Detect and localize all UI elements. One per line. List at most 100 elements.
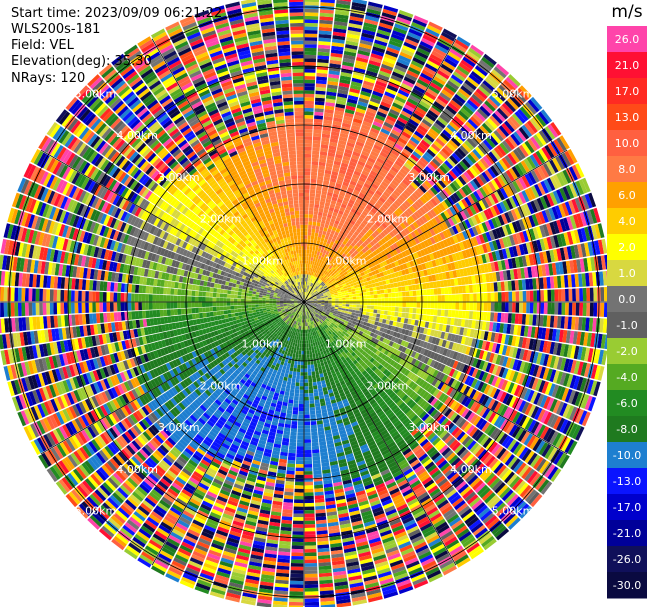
- velocity-gate: [439, 92, 451, 102]
- velocity-gate: [380, 293, 385, 298]
- velocity-gate: [304, 51, 317, 56]
- velocity-gate: [352, 293, 357, 297]
- velocity-gate: [349, 131, 359, 138]
- velocity-gate: [366, 291, 371, 296]
- velocity-gate: [385, 50, 399, 58]
- velocity-gate: [342, 57, 355, 64]
- velocity-gate: [365, 110, 376, 118]
- velocity-gate: [341, 248, 346, 253]
- velocity-gate: [413, 15, 429, 25]
- velocity-gate: [440, 63, 454, 74]
- velocity-gate: [408, 94, 420, 103]
- velocity-gate: [388, 297, 392, 302]
- velocity-gate: [343, 152, 352, 158]
- velocity-gate: [514, 90, 527, 103]
- velocity-gate: [493, 89, 506, 102]
- velocity-gate: [382, 145, 392, 153]
- velocity-gate: [331, 298, 336, 301]
- velocity-gate: [454, 150, 464, 160]
- velocity-gate: [390, 74, 403, 83]
- velocity-gate: [386, 84, 399, 93]
- velocity-gate: [323, 116, 333, 121]
- velocity-gate: [399, 51, 413, 60]
- velocity-gate: [318, 41, 331, 46]
- velocity-gate: [413, 296, 417, 302]
- velocity-gate: [342, 119, 352, 125]
- velocity-gate: [456, 65, 470, 76]
- velocity-gate: [349, 219, 356, 226]
- velocity-gate: [461, 310, 466, 319]
- velocity-gate: [354, 63, 367, 70]
- velocity-gate: [338, 139, 347, 146]
- velocity-gate: [396, 197, 404, 205]
- velocity-gate: [311, 171, 318, 176]
- velocity-gate: [367, 298, 371, 302]
- velocity-gate: [377, 298, 382, 302]
- velocity-gate: [311, 374, 316, 379]
- velocity-gate: [337, 92, 348, 99]
- velocity-gate: [449, 99, 462, 110]
- velocity-gate: [341, 64, 354, 71]
- velocity-gate: [332, 193, 339, 199]
- velocity-gate: [352, 204, 359, 211]
- velocity-gate: [401, 286, 406, 292]
- velocity-gate: [458, 310, 463, 319]
- velocity-gate: [305, 285, 307, 289]
- velocity-gate: [373, 305, 378, 310]
- velocity-gate: [337, 176, 344, 182]
- velocity-gate: [376, 309, 381, 314]
- velocity-gate: [407, 31, 422, 41]
- velocity-gate: [406, 121, 417, 130]
- velocity-gate: [344, 255, 349, 260]
- velocity-gate: [444, 309, 449, 317]
- velocity-gate: [326, 239, 331, 245]
- velocity-gate: [329, 181, 336, 187]
- velocity-gate: [362, 308, 367, 312]
- velocity-gate: [304, 295, 305, 300]
- velocity-gate: [454, 286, 459, 294]
- velocity-gate: [311, 271, 314, 276]
- velocity-gate: [364, 77, 376, 84]
- velocity-gate: [319, 151, 328, 156]
- velocity-gate: [318, 30, 332, 35]
- velocity-gate: [376, 77, 389, 85]
- velocity-gate: [367, 5, 382, 12]
- velocity-gate: [315, 277, 318, 281]
- velocity-gate: [416, 308, 421, 314]
- velocity-gate: [375, 211, 382, 219]
- velocity-gate: [320, 194, 327, 199]
- velocity-gate: [346, 234, 352, 240]
- velocity-gate: [316, 69, 328, 74]
- velocity-gate: [355, 228, 362, 234]
- velocity-gate: [315, 269, 319, 274]
- velocity-gate: [312, 257, 316, 262]
- velocity-gate: [315, 90, 326, 95]
- velocity-gate: [328, 148, 336, 154]
- velocity-gate: [314, 197, 321, 202]
- velocity-gate: [350, 195, 357, 202]
- velocity-gate: [358, 97, 369, 104]
- velocity-gate: [369, 56, 382, 64]
- velocity-gate: [422, 168, 431, 177]
- velocity-gate: [313, 125, 322, 130]
- velocity-gate: [371, 147, 381, 155]
- velocity-gate: [355, 141, 365, 148]
- velocity-gate: [304, 90, 315, 94]
- velocity-gate: [335, 256, 340, 262]
- velocity-gate: [509, 95, 522, 108]
- velocity-gate: [320, 248, 324, 253]
- velocity-gate: [412, 57, 426, 66]
- velocity-gate: [304, 47, 317, 52]
- velocity-gate: [304, 231, 308, 236]
- velocity-gate: [316, 240, 321, 245]
- velocity-gate: [340, 71, 352, 78]
- velocity-gate: [307, 289, 310, 293]
- velocity-gate: [365, 179, 373, 186]
- velocity-gate: [316, 179, 323, 184]
- velocity-gate: [410, 136, 420, 145]
- velocity-gate: [309, 274, 312, 279]
- velocity-gate: [424, 133, 435, 143]
- velocity-gate: [356, 163, 364, 170]
- velocity-gate: [366, 237, 372, 243]
- velocity-gate: [332, 264, 337, 269]
